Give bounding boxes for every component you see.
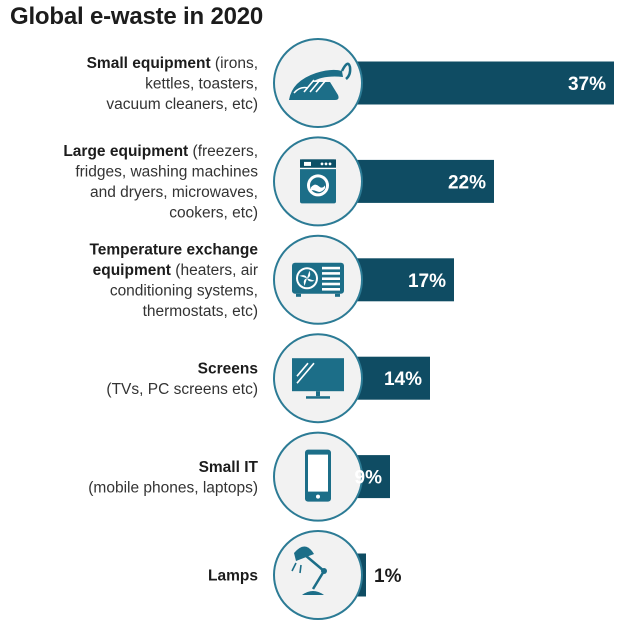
- washing-machine-icon: [300, 159, 336, 204]
- category-label-screens: Screens (TVs, PC screens etc): [106, 361, 258, 399]
- value-label-temperature-exchange-equipment: 17%: [408, 271, 446, 292]
- category-label-small-equipment: Small equipment (irons, kettles, toasters…: [87, 55, 258, 113]
- category-label-lamps: Lamps: [208, 568, 258, 585]
- mobile-phone-icon: [305, 449, 331, 502]
- value-label-lamps: 1%: [374, 566, 402, 587]
- value-label-small-equipment: 37%: [568, 74, 606, 95]
- tv-screen-icon: [292, 358, 344, 399]
- category-label-temperature-exchange-equipment: Temperature exchange equipment (heaters, …: [89, 242, 258, 321]
- bar-small-equipment: [318, 61, 614, 105]
- value-label-small-it: 9%: [355, 468, 383, 489]
- iron-icon: [289, 62, 352, 100]
- desk-lamp-icon: [291, 546, 327, 595]
- category-label-small-it: Small IT (mobile phones, laptops): [88, 459, 258, 497]
- chart-title: Global e-waste in 2020: [10, 3, 264, 30]
- category-circle: [273, 530, 363, 620]
- value-label-large-equipment: 22%: [448, 172, 486, 193]
- value-label-screens: 14%: [384, 369, 422, 390]
- air-conditioner-icon: [292, 262, 344, 297]
- category-label-large-equipment: Large equipment (freezers, fridges, washi…: [63, 143, 258, 222]
